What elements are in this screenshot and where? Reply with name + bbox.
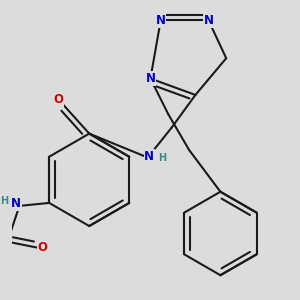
Text: O: O <box>53 93 63 106</box>
Text: N: N <box>144 149 154 163</box>
Text: O: O <box>38 241 48 254</box>
Text: N: N <box>146 72 155 85</box>
Text: H: H <box>158 153 166 164</box>
Text: H: H <box>0 196 8 206</box>
Text: N: N <box>204 14 214 27</box>
Text: N: N <box>11 197 21 210</box>
Text: N: N <box>156 14 166 27</box>
